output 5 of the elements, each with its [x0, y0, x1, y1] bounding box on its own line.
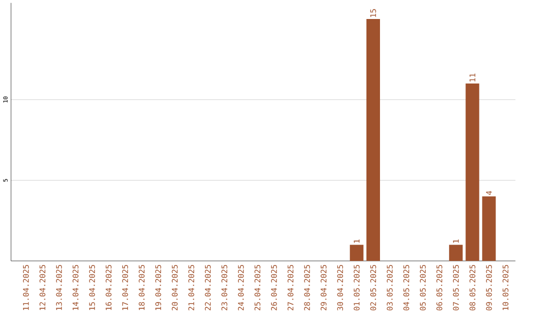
bar: [366, 19, 380, 262]
bar: [350, 244, 364, 262]
bar: [466, 84, 480, 262]
bar: [449, 244, 463, 262]
bar: [482, 196, 496, 262]
